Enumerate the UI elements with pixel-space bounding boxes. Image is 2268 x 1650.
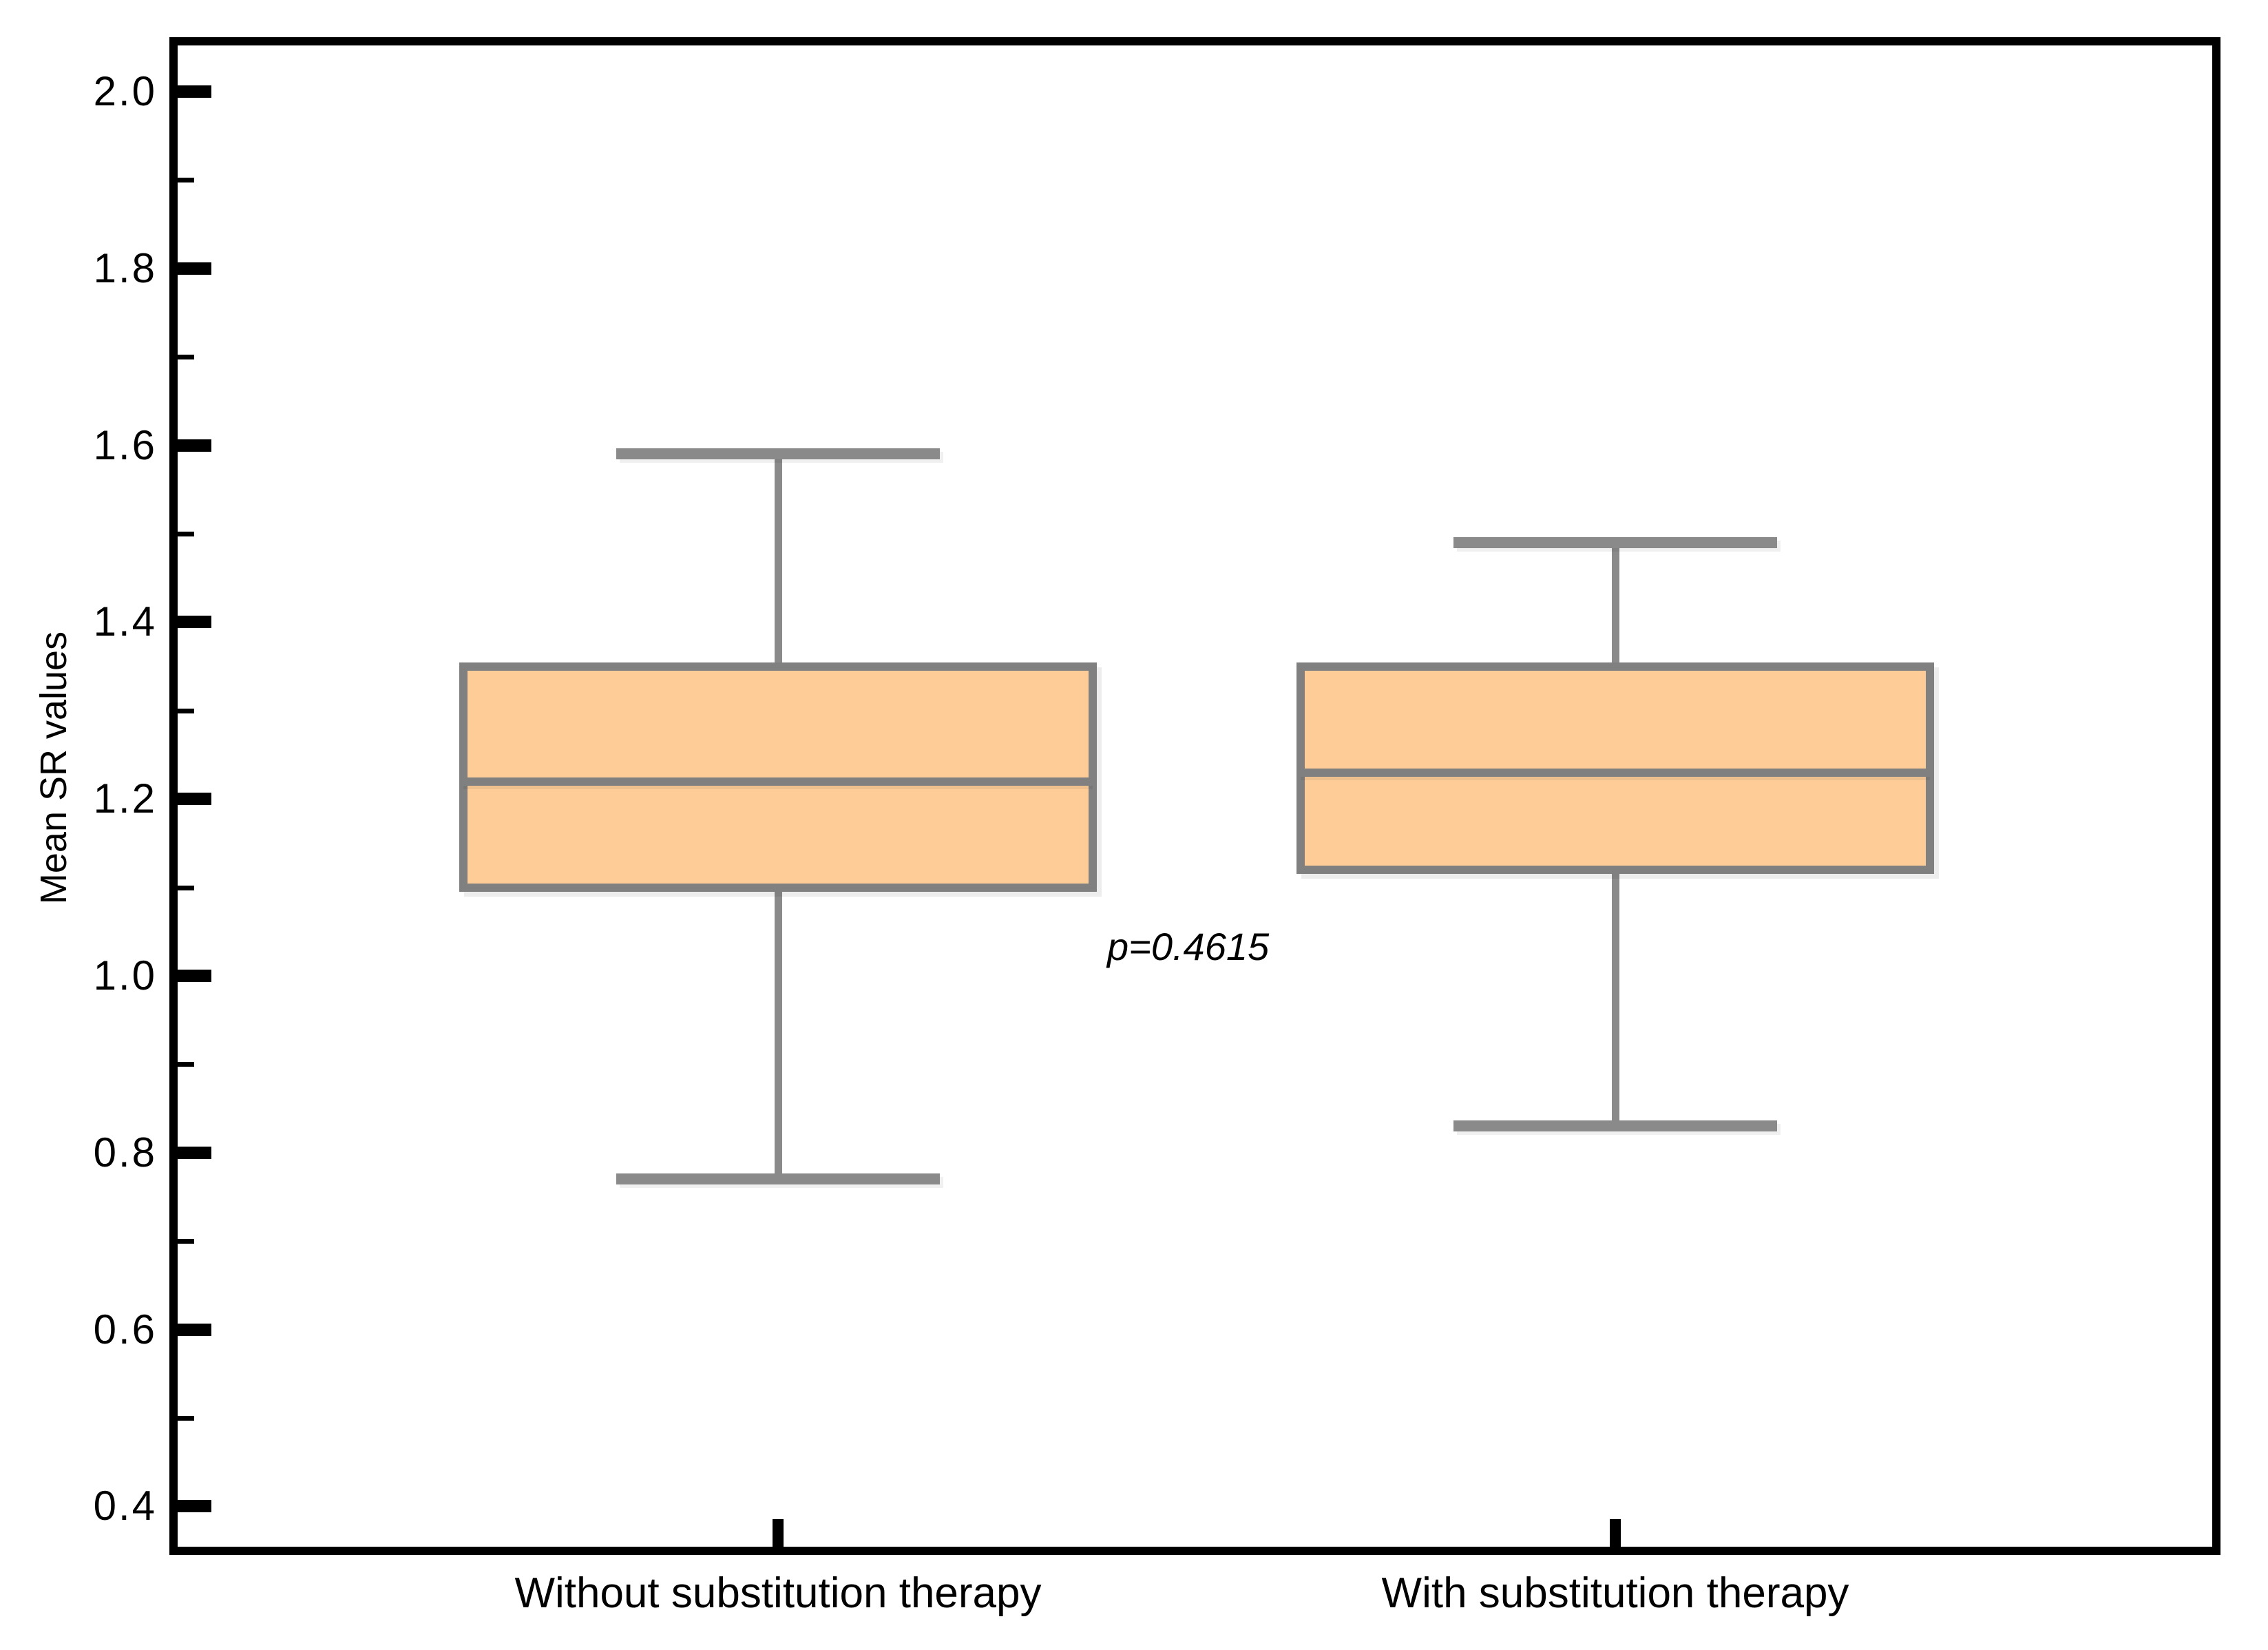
lower-whisker-cap bbox=[616, 1173, 940, 1185]
y-axis-major-tick bbox=[174, 616, 211, 629]
y-axis-title: Mean SR values bbox=[33, 631, 74, 905]
y-axis-tick-label: 1.0 bbox=[93, 952, 157, 999]
y-axis-minor-tick bbox=[174, 355, 194, 360]
y-axis-minor-tick bbox=[174, 1239, 194, 1244]
median-line bbox=[463, 777, 1093, 786]
median-line bbox=[1301, 768, 1930, 777]
y-axis-major-tick bbox=[174, 85, 211, 98]
x-axis-tick bbox=[1610, 1519, 1621, 1551]
x-axis-tick bbox=[773, 1519, 784, 1551]
y-axis-tick-label: 1.2 bbox=[93, 775, 157, 822]
y-axis-minor-tick bbox=[174, 885, 194, 890]
y-axis-major-tick bbox=[174, 262, 211, 275]
y-axis-minor-tick bbox=[174, 178, 194, 183]
y-axis-major-tick bbox=[174, 793, 211, 806]
lower-whisker-cap bbox=[1453, 1120, 1777, 1132]
y-axis-major-tick bbox=[174, 1146, 211, 1159]
y-axis-tick-label: 0.4 bbox=[93, 1483, 157, 1529]
y-axis-major-tick bbox=[174, 1500, 211, 1513]
y-axis-major-tick bbox=[174, 970, 211, 982]
p-value-annotation: p=0.4615 bbox=[1107, 925, 1270, 968]
iqr-box bbox=[1296, 662, 1934, 874]
y-axis-tick-label: 0.6 bbox=[93, 1306, 157, 1353]
y-axis-minor-tick bbox=[174, 708, 194, 713]
upper-whisker-stem bbox=[775, 454, 782, 667]
y-axis-minor-tick bbox=[174, 1062, 194, 1067]
upper-whisker-cap bbox=[616, 448, 940, 460]
y-axis-minor-tick bbox=[174, 532, 194, 536]
y-axis-tick-label: 1.8 bbox=[93, 244, 157, 291]
y-axis-tick-label: 0.8 bbox=[93, 1129, 157, 1176]
y-axis-tick-label: 1.4 bbox=[93, 598, 157, 645]
y-axis-tick-label: 1.6 bbox=[93, 421, 157, 468]
upper-whisker-stem bbox=[1612, 542, 1619, 667]
x-category-label: With substitution therapy bbox=[1381, 1569, 1849, 1617]
upper-whisker-cap bbox=[1453, 536, 1777, 548]
y-axis-minor-tick bbox=[174, 1416, 194, 1421]
lower-whisker-stem bbox=[775, 887, 782, 1180]
iqr-box bbox=[459, 662, 1097, 892]
y-axis-tick-label: 2.0 bbox=[93, 68, 157, 114]
y-axis-major-tick bbox=[174, 439, 211, 452]
y-axis-major-tick bbox=[174, 1323, 211, 1336]
x-category-label: Without substitution therapy bbox=[514, 1569, 1042, 1617]
lower-whisker-stem bbox=[1612, 869, 1619, 1127]
